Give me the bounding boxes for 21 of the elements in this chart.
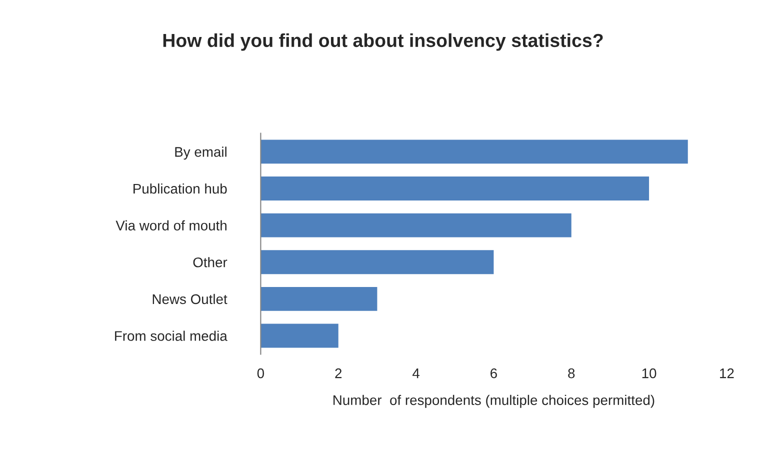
y-tick-label: By email xyxy=(175,146,226,160)
x-tick-label: 10 xyxy=(642,368,656,378)
bar xyxy=(260,324,338,348)
x-tick-label: 4 xyxy=(412,368,420,378)
x-tick-label: 2 xyxy=(335,368,342,378)
bar xyxy=(260,286,378,311)
x-tick-label: 6 xyxy=(490,368,497,378)
y-tick-label: News Outlet xyxy=(152,294,228,304)
y-tick-label: Publication hub xyxy=(134,183,227,194)
bar xyxy=(260,250,494,274)
x-tick-label: 0 xyxy=(257,368,264,378)
y-tick-label: From social media xyxy=(115,330,228,341)
y-tick-label: Other xyxy=(193,257,228,268)
bar xyxy=(260,176,650,200)
chart-title: How did you find out about insolvency statistics? xyxy=(163,33,603,51)
x-tick-label: 12 xyxy=(720,368,734,378)
x-axis-title: Number of respondents (multiple choices permitted) xyxy=(334,394,654,408)
bar xyxy=(260,140,688,164)
bar xyxy=(260,213,572,238)
y-tick-label: Via word of mouth xyxy=(116,220,226,230)
x-tick-label: 8 xyxy=(568,368,575,378)
